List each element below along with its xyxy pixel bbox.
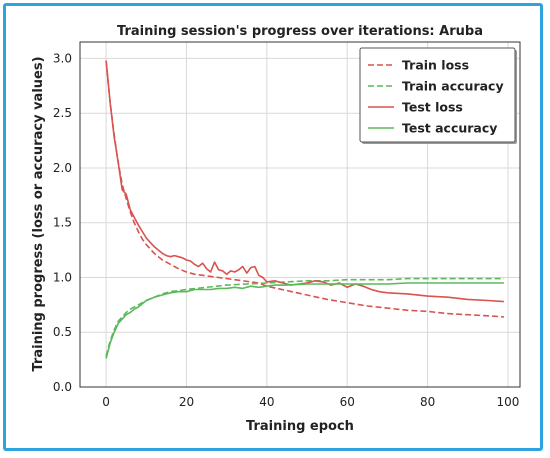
y-tick-label: 1.0 [53, 270, 72, 284]
chart-title: Training session's progress over iterati… [117, 24, 483, 39]
y-tick-label: 3.0 [53, 51, 72, 65]
y-tick-label: 2.0 [53, 161, 72, 175]
y-axis-label: Training progress (loss or accuracy valu… [31, 56, 46, 371]
legend-label: Test accuracy [402, 121, 497, 136]
y-tick-label: 0.0 [53, 380, 72, 394]
series-line-train-loss [105, 60, 504, 318]
y-tick-label: 2.5 [53, 106, 72, 120]
legend-label: Test loss [402, 100, 463, 115]
x-tick-label: 60 [340, 395, 355, 409]
legend-label: Train loss [402, 58, 469, 73]
x-tick-label: 0 [102, 395, 110, 409]
legend: Train loss Train accuracy Test loss Test ac… [359, 47, 517, 144]
legend-box [359, 47, 516, 143]
y-tick-label: 1.5 [53, 216, 72, 230]
series-line-test-accuracy [105, 282, 504, 359]
x-axis-label: Training epoch [246, 419, 354, 434]
series-layer [105, 60, 504, 359]
y-tick-label: 0.5 [53, 325, 72, 339]
series-line-train-accuracy [105, 277, 504, 357]
tick-labels: 0 20 40 60 80 100 0.0 0.5 1.0 1.5 2.0 2.5 3.0 [53, 51, 519, 409]
x-tick-label: 20 [179, 395, 194, 409]
legend-label: Train accuracy [402, 79, 504, 94]
x-tick-label: 100 [496, 395, 519, 409]
x-tick-label: 40 [259, 395, 274, 409]
plot-area [79, 41, 521, 388]
x-tick-label: 80 [420, 395, 435, 409]
